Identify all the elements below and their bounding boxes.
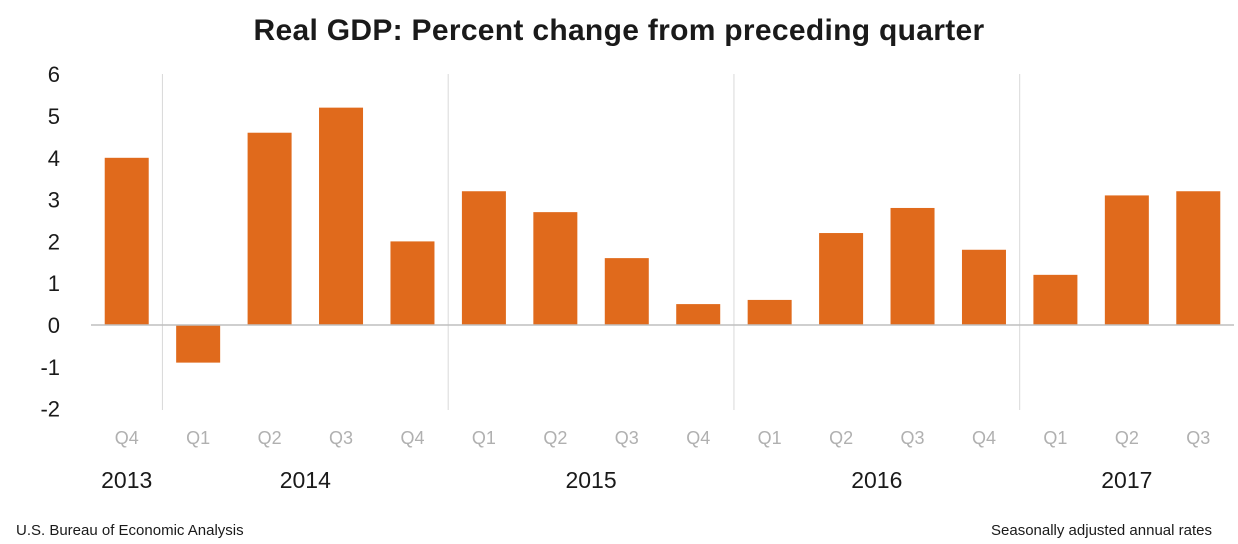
year-label: 2015 xyxy=(565,467,616,493)
y-tick-label: 0 xyxy=(48,313,60,338)
quarter-label: Q3 xyxy=(1186,428,1210,448)
bar xyxy=(890,207,935,325)
bar xyxy=(1176,191,1221,325)
bar xyxy=(176,325,221,363)
quarter-label: Q3 xyxy=(329,428,353,448)
source-note: U.S. Bureau of Economic Analysis xyxy=(16,522,244,539)
quarter-label: Q1 xyxy=(472,428,496,448)
y-tick-label: 4 xyxy=(48,146,60,171)
quarter-label: Q2 xyxy=(829,428,853,448)
bar xyxy=(676,304,721,325)
chart-title: Real GDP: Percent change from preceding … xyxy=(253,14,985,47)
quarter-label: Q4 xyxy=(400,428,424,448)
year-label: 2017 xyxy=(1101,467,1152,493)
quarter-label: Q2 xyxy=(1115,428,1139,448)
bar xyxy=(819,233,864,325)
quarter-label: Q4 xyxy=(972,428,996,448)
y-tick-label: -2 xyxy=(40,397,60,422)
bar xyxy=(1104,195,1149,325)
y-tick-label: 6 xyxy=(48,62,60,87)
y-tick-label: 3 xyxy=(48,188,60,213)
quarter-label: Q2 xyxy=(258,428,282,448)
y-tick-label: 2 xyxy=(48,229,60,254)
year-label: 2014 xyxy=(280,467,331,493)
quarter-label: Q1 xyxy=(758,428,782,448)
bar xyxy=(461,191,506,325)
year-label: 2013 xyxy=(101,467,152,493)
quarter-label: Q2 xyxy=(543,428,567,448)
bar xyxy=(247,132,292,325)
bar xyxy=(533,212,578,325)
bar xyxy=(961,249,1006,325)
quarter-label: Q4 xyxy=(686,428,710,448)
bar xyxy=(319,107,364,325)
bar xyxy=(390,241,435,325)
y-tick-label: -1 xyxy=(40,355,60,380)
quarter-label: Q4 xyxy=(115,428,139,448)
y-tick-label: 5 xyxy=(48,104,60,129)
year-label: 2016 xyxy=(851,467,902,493)
quarter-label: Q3 xyxy=(901,428,925,448)
quarter-label: Q3 xyxy=(615,428,639,448)
quarter-label: Q1 xyxy=(186,428,210,448)
seasonal-note: Seasonally adjusted annual rates xyxy=(991,522,1212,539)
bar xyxy=(104,157,149,325)
quarter-label: Q1 xyxy=(1043,428,1067,448)
bar xyxy=(604,258,649,325)
bar xyxy=(1033,274,1078,325)
bar xyxy=(747,299,792,325)
y-tick-label: 1 xyxy=(48,271,60,296)
